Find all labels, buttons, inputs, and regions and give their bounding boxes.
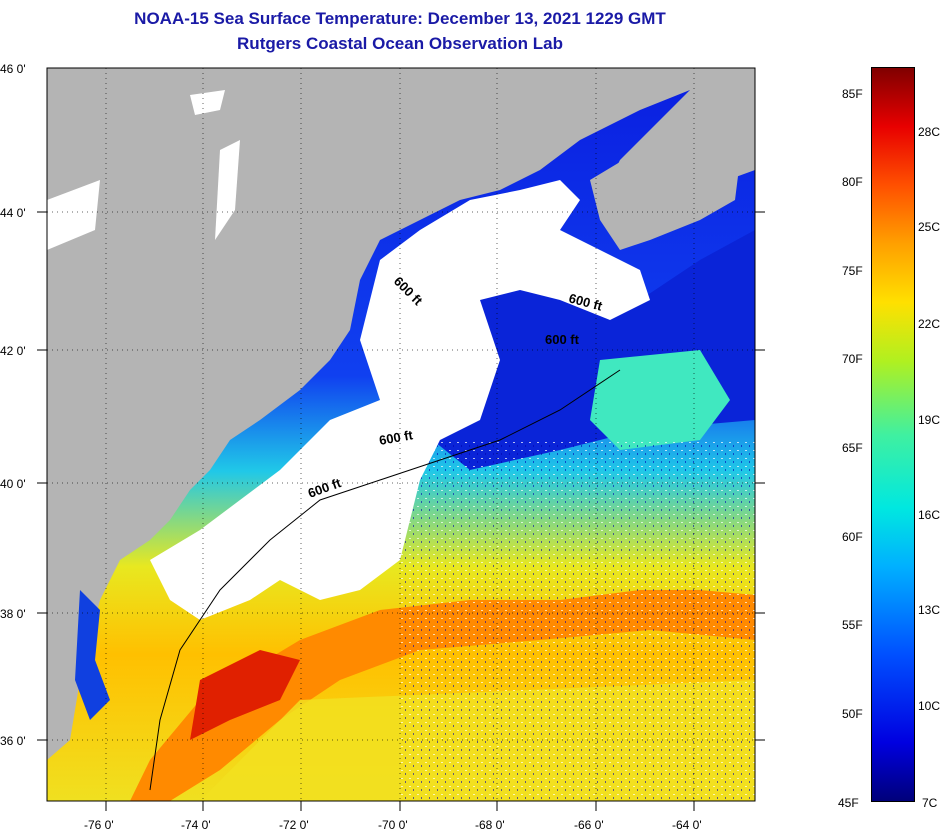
lon-label: -66 0' [574, 818, 604, 832]
colorbar-c-label: 25C [918, 220, 941, 234]
colorbar-f-label: 45F [838, 796, 859, 810]
lat-label: 42 0' [0, 344, 26, 358]
colorbar-f-label: 70F [842, 352, 863, 366]
lon-label: -74 0' [181, 818, 211, 832]
lat-label: 44 0' [0, 206, 26, 220]
lat-label: 40 0' [0, 477, 26, 491]
chesapeake-bay [75, 590, 110, 720]
colorbar-c-label: 28C [918, 125, 941, 139]
colorbar-f-label: 60F [842, 530, 863, 544]
lake [215, 140, 240, 240]
land-mainland [47, 68, 755, 760]
map-title: NOAA-15 Sea Surface Temperature: Decembe… [134, 9, 666, 28]
land-nova-scotia [590, 140, 740, 250]
colorbar-f-label: 65F [842, 441, 863, 455]
lat-label: 46 0' [0, 62, 26, 76]
lon-label: -70 0' [378, 818, 408, 832]
colorbar-c-label: 22C [918, 317, 941, 331]
colorbar-f-label: 75F [842, 264, 863, 278]
lon-label: -68 0' [475, 818, 505, 832]
colorbar-c-label: 13C [918, 603, 941, 617]
cloud-speckle [400, 440, 755, 801]
contour-label: 600 ft [378, 427, 415, 448]
colorbar-f-label: 85F [842, 87, 863, 101]
lat-label: 38 0' [0, 607, 26, 621]
slope-water [590, 350, 730, 450]
colorbar-f-label: 50F [842, 707, 863, 721]
gulf-stream-core [190, 650, 300, 740]
lon-label: -72 0' [279, 818, 309, 832]
colorbar-f-label: 80F [842, 175, 863, 189]
cloud-cover [150, 180, 650, 620]
map-subtitle: Rutgers Coastal Ocean Observation Lab [237, 34, 563, 53]
colorbar-c-label: 10C [918, 699, 941, 713]
contour-600ft [149, 369, 621, 791]
contour-label: 600 ft [545, 332, 580, 347]
map-frame [46, 67, 756, 802]
temperature-colorbar [871, 67, 915, 802]
lon-label: -64 0' [672, 818, 702, 832]
colorbar-c-label: 7C [922, 796, 938, 810]
colorbar-c-label: 16C [918, 508, 941, 522]
colorbar-c-label: 19C [918, 413, 941, 427]
colorbar-f-label: 55F [842, 618, 863, 632]
lon-label: -76 0' [84, 818, 114, 832]
lat-label: 36 0' [0, 734, 26, 748]
lake [190, 90, 225, 115]
lake [47, 180, 100, 250]
